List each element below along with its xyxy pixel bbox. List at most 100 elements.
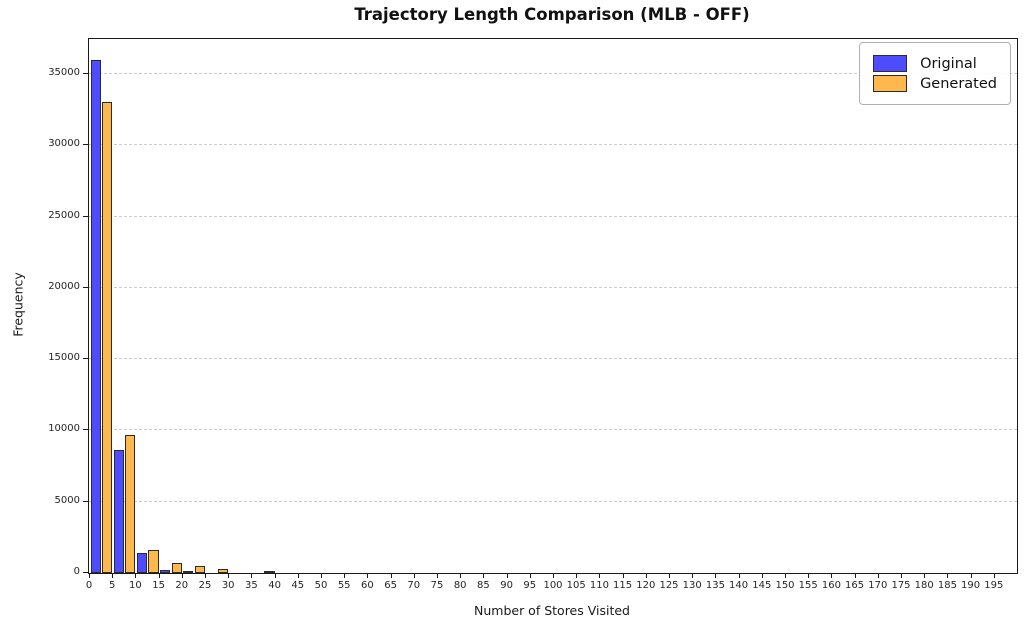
y-axis-title: Frequency [10,272,26,337]
x-tick-mark [877,574,879,578]
bar-generated-bin-10 [148,550,159,573]
y-tick-label: 15000 [48,352,80,364]
x-tick-mark [970,574,972,578]
x-tick-label: 80 [453,580,467,591]
bar-generated-bin-35 [264,570,275,573]
x-tick-mark [205,574,206,578]
x-tick-label: 0 [85,580,93,591]
x-tick-mark [297,574,299,578]
bar-generated-bin-0 [102,102,113,573]
x-tick-mark [228,574,230,578]
y-tick-label: 35000 [48,66,80,78]
x-tick-mark [529,574,531,578]
x-tick-label: 35 [245,580,258,591]
gridline [89,72,1017,74]
x-tick-mark [367,574,369,578]
x-tick-mark [831,574,833,578]
x-tick-label: 90 [500,580,513,591]
x-tick-label: 130 [682,580,702,591]
y-tick-mark [83,572,88,573]
x-tick-label: 110 [589,580,609,591]
x-tick-mark [924,574,926,578]
x-tick-label: 75 [430,580,444,591]
x-tick-mark [437,574,438,578]
x-tick-label: 190 [961,580,981,591]
x-tick-mark [553,574,554,578]
x-tick-label: 145 [752,580,772,591]
x-tick-mark [622,574,624,578]
x-tick-label: 85 [477,580,490,591]
x-tick-mark [506,574,508,578]
legend: Original Generated [859,42,1011,105]
plot-area [88,38,1018,574]
x-tick-label: 160 [821,580,841,591]
x-tick-mark [135,574,137,578]
x-tick-mark [344,574,346,578]
x-tick-label: 150 [775,580,795,591]
chart-title: Trajectory Length Comparison (MLB - OFF) [354,5,750,24]
x-tick-label: 195 [984,580,1004,591]
y-tick-label: 5000 [54,494,80,506]
x-tick-mark [599,574,601,578]
x-tick-mark [413,574,415,578]
y-tick-label: 30000 [48,138,80,150]
x-tick-label: 175 [891,580,911,591]
bar-original-bin-0 [90,59,101,573]
x-tick-mark [321,574,322,578]
x-tick-label: 155 [798,580,818,591]
y-tick-mark [83,144,88,146]
gridline [89,286,1017,288]
x-tick-label: 40 [268,580,281,591]
x-tick-mark [785,574,786,578]
x-tick-mark [645,574,647,578]
y-tick-mark [83,215,88,217]
gridline [89,144,1017,146]
x-tick-label: 185 [937,580,957,591]
bar-original-bin-5 [113,450,124,573]
x-tick-label: 70 [407,580,421,591]
x-tick-label: 95 [523,580,537,591]
x-tick-label: 50 [314,580,328,591]
y-tick-mark [83,72,88,74]
y-tick-label: 20000 [48,280,80,292]
x-tick-mark [576,574,578,578]
gridline [89,215,1017,217]
x-tick-label: 65 [384,580,397,591]
x-tick-mark [854,574,856,578]
x-tick-mark [993,574,995,578]
x-tick-label: 125 [659,580,679,591]
x-tick-mark [390,574,392,578]
y-tick-mark [83,429,88,431]
x-tick-label: 180 [914,580,934,591]
bar-generated-bin-20 [194,565,205,573]
x-tick-label: 5 [109,580,116,591]
x-tick-mark [483,574,485,578]
gridline [89,429,1017,431]
legend-label-original: Original [920,55,977,72]
x-tick-mark [947,574,949,578]
y-tick-label: 10000 [48,423,80,435]
x-tick-mark [901,574,902,578]
y-tick-label: 25000 [48,209,80,221]
x-tick-mark [181,574,183,578]
x-tick-mark [89,574,90,578]
x-tick-mark [669,574,670,578]
x-tick-label: 55 [337,580,351,591]
x-tick-mark [808,574,810,578]
bar-generated-bin-25 [218,569,229,573]
x-tick-mark [692,574,694,578]
legend-swatch-original [873,55,908,72]
x-tick-label: 20 [175,580,189,591]
x-tick-label: 15 [152,580,165,591]
gridline [89,358,1017,360]
x-tick-label: 115 [613,580,633,591]
x-tick-label: 120 [636,580,656,591]
x-tick-mark [112,574,114,578]
x-tick-mark [274,574,276,578]
x-tick-mark [158,574,160,578]
x-tick-mark [738,574,740,578]
x-tick-label: 105 [566,580,586,591]
y-tick-mark [83,500,88,502]
x-tick-label: 170 [868,580,888,591]
